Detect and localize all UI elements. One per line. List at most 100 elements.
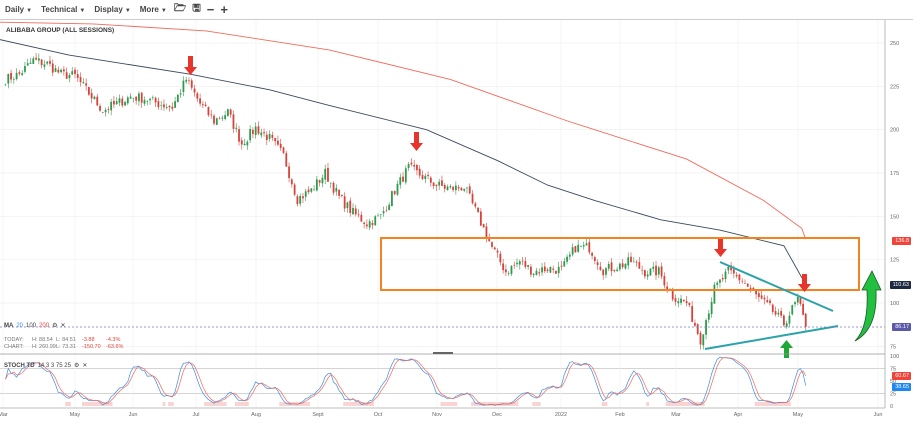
candle-body [399,177,402,185]
candle-body [699,332,702,345]
candle-body [207,107,210,116]
candle-body [140,92,143,103]
candle-body [521,260,524,262]
panel-resize-handle[interactable] [433,352,453,354]
candle-body [193,88,196,93]
candle-body [691,306,694,322]
trendline-upper [719,261,834,312]
oversold-shade [451,402,455,406]
today-label: TODAY: [4,337,24,343]
candle-body [524,261,527,267]
candle-body [246,141,249,146]
candle-body [735,274,738,277]
oversold-shade [687,402,691,406]
candle-body [732,269,735,274]
oversold-shade [446,402,449,406]
candle-body [727,266,730,271]
oversold-shade [471,402,474,406]
display-dropdown[interactable]: Display ▼ [94,5,130,14]
save-icon[interactable]: 🖫 [192,3,201,14]
candle-body [204,104,207,107]
candle-body [416,165,418,171]
candle-body [649,268,652,276]
close-icon[interactable]: ✕ [60,323,66,329]
candle-body [616,269,618,272]
oversold-shade [95,402,99,406]
candle-body [151,97,154,98]
candle-body [757,293,760,298]
oversold-shade [240,402,244,406]
candle-body [760,295,763,299]
candle-body [471,193,474,204]
candle-body [132,97,135,99]
stoch-tick-label: 0 [890,404,893,410]
zoom-in-icon[interactable]: + [220,2,228,17]
chart-pct: -63.6% [106,344,124,350]
technical-dropdown[interactable]: Technical ▼ [41,5,85,14]
interval-dropdown[interactable]: Daily ▼ [5,5,32,14]
candle-body [413,164,416,167]
today-pct: -4.3% [106,337,121,343]
time-tick-label: May [793,412,804,418]
oversold-shade [665,402,669,406]
more-dropdown[interactable]: More ▼ [140,5,167,14]
candle-body [96,96,99,106]
candle-body [482,224,485,228]
oversold-shade [354,402,358,406]
price-tick-label: 150 [890,214,899,220]
candle-body [546,269,549,272]
candle-body [566,256,568,262]
candle-body [296,196,299,205]
candle-body [660,266,663,277]
candle-body [613,269,616,272]
candle-body [602,269,605,276]
candle-body [755,290,757,295]
candle-body [424,175,427,180]
candle-body [210,114,213,116]
oversold-shade [204,402,208,406]
candle-body [791,305,794,315]
candle-body [438,181,441,186]
candle-body [632,261,635,263]
oversold-shade [357,402,360,406]
candle-body [591,252,593,256]
time-tick-label: Oct [374,412,383,418]
candle-body [535,270,538,275]
zoom-out-icon[interactable]: − [206,2,215,17]
candle-body [410,162,413,165]
candle-body [702,334,705,346]
candle-body [190,80,193,88]
oversold-shade [304,402,308,406]
oversold-shade [701,402,705,406]
candle-body [707,313,710,320]
gear-icon[interactable]: ⚙ [52,323,58,329]
candle-body [449,186,452,188]
candle-body [463,188,466,191]
candle-body [741,280,744,282]
oversold-shade [782,402,786,406]
up-arrow-icon [780,340,793,358]
candle-body [335,188,338,192]
oversold-shade [473,402,477,406]
candle-body [232,114,235,129]
caret-down-icon: ▼ [160,8,167,14]
candle-body [582,245,585,247]
candle-body [252,129,254,134]
candle-body [285,153,288,167]
candle-body [610,262,613,272]
candle-body [696,324,699,334]
candle-body [227,109,229,116]
candle-body [268,133,271,139]
caret-down-icon: ▼ [26,8,33,14]
candle-body [357,214,360,216]
candle-body [360,214,363,222]
folder-open-icon[interactable]: 🗁 [173,3,187,14]
gear-icon[interactable]: ⚙ [73,363,80,369]
candle-body [407,164,410,168]
candle-body [143,99,146,104]
close-icon[interactable]: ✕ [82,363,88,369]
candle-body [744,283,746,284]
candle-body [293,184,296,195]
time-tick-label: Jun [129,412,138,418]
